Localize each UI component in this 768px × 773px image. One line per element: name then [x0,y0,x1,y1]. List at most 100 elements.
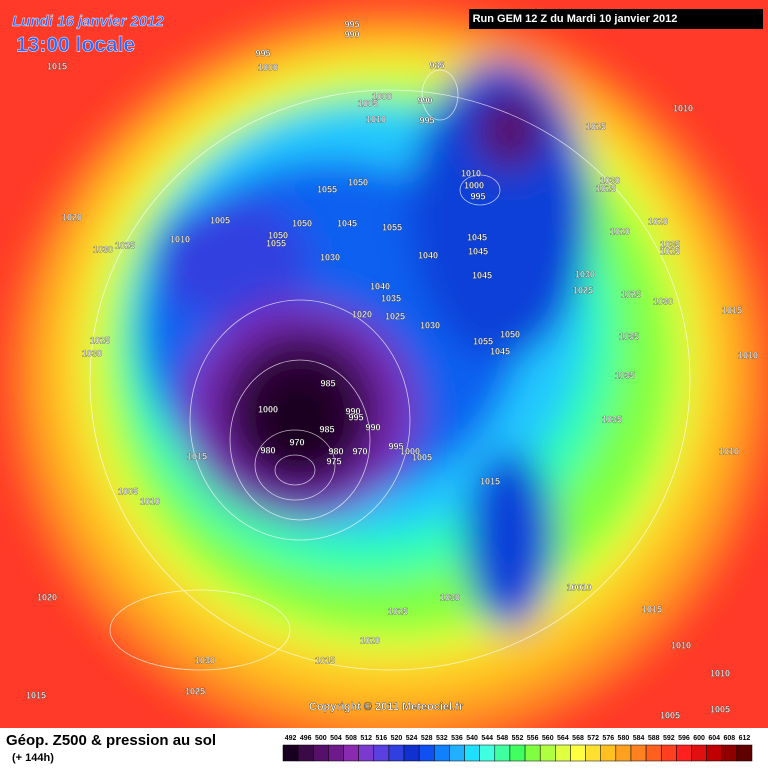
copyright: Copyright © 2011 Meteociel.fr [309,701,464,713]
scale-label: 496 [300,735,312,742]
scale-label: 548 [497,735,509,742]
pressure-label: 1000 [372,91,392,101]
pressure-label: 1030 [440,592,460,602]
pressure-label: 1055 [382,222,402,232]
pressure-label: 1005 [118,486,138,496]
scale-swatch [328,744,344,762]
scale-label: 544 [481,735,493,742]
pressure-label: 1030 [653,296,673,306]
pressure-label: 1050 [292,218,312,228]
map-background [0,0,768,750]
pressure-label: 1045 [490,346,510,356]
scale-label: 552 [512,735,524,742]
scale-label: 492 [285,735,297,742]
pressure-label: 1015 [315,655,335,665]
pressure-label: 1055 [317,184,337,194]
scale-label: 576 [602,735,614,742]
pressure-label: 1020 [37,592,57,602]
scale-label: 500 [315,735,327,742]
scale-label: 540 [466,735,478,742]
pressure-label: 1045 [337,218,357,228]
pressure-label: 1010 [170,234,190,244]
footer-title: Géop. Z500 & pression au sol [6,732,216,749]
scale-swatch [403,744,420,762]
pressure-label: 990 [417,95,432,105]
pressure-label: 1050 [500,329,520,339]
scale-swatch [434,744,450,762]
pressure-label: 985 [429,60,444,70]
pressure-label: 1030 [600,175,620,185]
scale-label: 532 [436,735,448,742]
pressure-label: 1010 [671,640,691,650]
scale-swatch [555,744,571,762]
scale-label: 564 [557,735,569,742]
pressure-label: 995 [344,19,359,29]
pressure-label: 995 [348,412,363,422]
pressure-label: 1010 [140,496,160,506]
scale-label: 600 [693,735,705,742]
pressure-label: 1015 [47,61,67,71]
scale-label: 512 [360,735,372,742]
scale-swatch [388,744,405,762]
pressure-label: 1015 [722,305,742,315]
scale-swatch [282,744,299,762]
scale-swatch [464,744,480,762]
pressure-label: 1025 [573,285,593,295]
pressure-label: 1055 [266,238,286,248]
pressure-label: 1045 [472,270,492,280]
scale-swatch [297,744,314,762]
scale-label: 572 [587,735,599,742]
scale-label: 588 [648,735,660,742]
pressure-label: 1030 [320,252,340,262]
pressure-label: 1010 [710,668,730,678]
pressure-label: 1020 [352,309,372,319]
pressure-label: 1015 [480,476,500,486]
scale-label: 508 [345,735,357,742]
pressure-label: 1025 [185,686,205,696]
scale-swatch [676,744,692,762]
pressure-label: 990 [344,29,359,39]
scale-swatch [539,744,556,762]
scale-swatch [736,744,753,762]
pressure-label: 1035 [619,331,639,341]
pressure-label: 1030 [575,269,595,279]
scale-label: 604 [708,735,720,742]
pressure-label: 1040 [418,250,438,260]
scale-swatch [358,744,375,762]
scale-label: 536 [451,735,463,742]
pressure-label: 1005 [710,704,730,714]
pressure-label: 1005 [660,710,680,720]
pressure-label: 1000 [400,446,420,456]
pressure-label: 1005 [210,215,230,225]
scale-label: 556 [527,735,539,742]
pressure-label: 995 [388,441,403,451]
pressure-label: 1015 [642,604,662,614]
scale-swatch [630,744,647,762]
pressure-label: 995 [255,48,270,58]
scale-swatch [691,744,707,762]
pressure-label: 1025 [586,121,606,131]
scale-swatch [479,744,496,762]
pressure-label: 985 [319,424,334,434]
scale-label: 580 [618,735,630,742]
scale-swatch [585,744,601,762]
pressure-label: 1000 [258,62,278,72]
scale-label: 608 [723,735,735,742]
pressure-label: 1010 [461,168,481,178]
scale-swatch [449,744,465,762]
pressure-label: 1005 [358,98,378,108]
pressure-label: 970 [289,437,304,447]
pressure-label: 1035 [660,239,680,249]
pressure-label: 1020 [360,635,380,645]
pressure-label: 1030 [93,244,113,254]
scale-label: 520 [391,735,403,742]
run-box [469,9,763,29]
pressure-label: 1010 [366,114,386,124]
pressure-label: 1025 [660,246,680,256]
pressure-label: 1025 [388,606,408,616]
pressure-label: 1035 [381,293,401,303]
scale-swatch [313,744,329,762]
pressure-label: 10010 [566,582,591,592]
scale-label: 612 [739,735,751,742]
